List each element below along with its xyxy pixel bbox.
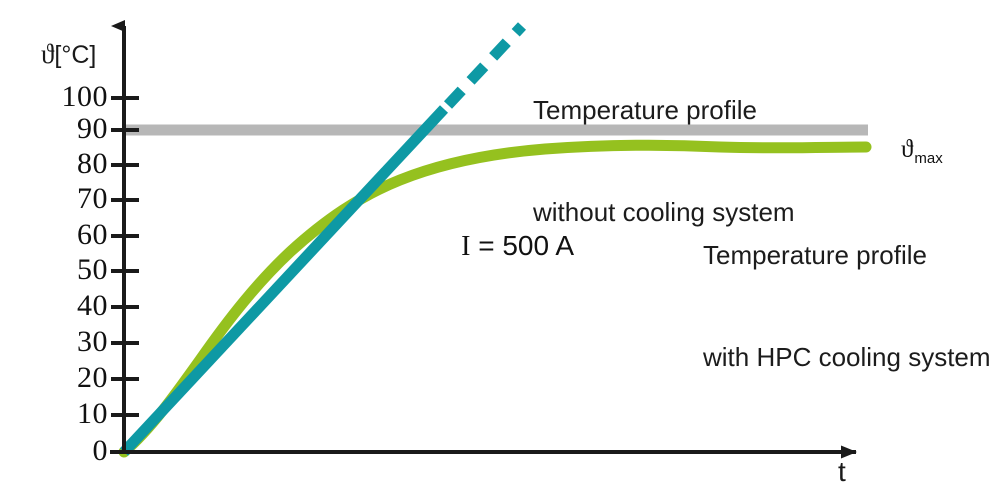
y-tick-label-80: 80 [77,147,108,180]
theta-max-subscript: max [914,150,943,167]
series-line-no-cooling-solid [119,105,449,456]
y-tick-label-50: 50 [77,253,108,286]
y-tick-label-90: 90 [77,112,108,145]
y-tick-label-0: 0 [92,434,108,467]
theta-max-label: ϑmax [876,108,943,192]
y-tick-label-10: 10 [77,397,108,430]
legend-hpc-line1: Temperature profile [703,240,927,270]
y-tick-label-60: 60 [77,218,108,251]
y-axis-unit: [°C] [54,41,97,69]
legend-without-cooling-line2: without cooling system [533,197,795,227]
current-value: = 500 A [470,230,574,261]
y-tick-label-40: 40 [77,289,108,322]
y-axis-ticks [111,96,139,454]
y-tick-label-70: 70 [77,182,108,215]
y-axis-title: ϑ[°C] [14,8,96,101]
legend-without-cooling-line1: Temperature profile [533,95,757,125]
series-line-hpc-cooling [118,139,872,458]
y-tick-label-100: 100 [61,80,108,113]
y-tick-label-30: 30 [77,325,108,358]
legend-hpc-line2: with HPC cooling system [703,342,991,372]
series-line-no-cooling-dashed [443,22,527,109]
theta-max-symbol: ϑ [901,136,914,163]
x-axis-title: t [838,456,846,487]
annotation-current-value: I = 500 A [430,198,574,295]
y-tick-label-20: 20 [77,361,108,394]
legend-label-without-cooling: Temperature profile without cooling syst… [533,25,795,297]
legend-label-with-hpc-cooling: Temperature profile with HPC cooling sys… [703,170,991,442]
y-axis-symbol: ϑ [41,39,55,69]
current-symbol: I [461,231,471,262]
